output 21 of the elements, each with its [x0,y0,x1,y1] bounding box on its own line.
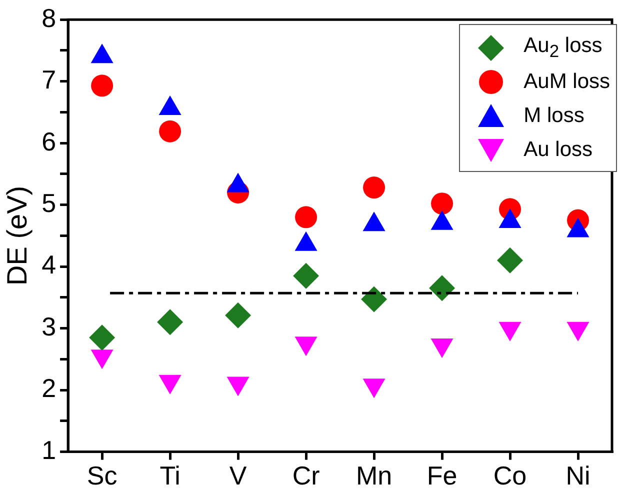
legend-label: Au loss [524,138,593,162]
x-tick-label: V [229,460,248,491]
x-tick-label: Co [493,460,527,491]
y-tick-label: 2 [42,373,56,404]
y-tick-label: 3 [42,311,56,342]
x-tick-label: Mn [356,460,392,491]
legend-label: AuM loss [524,70,610,94]
x-tick-label: Cr [292,460,320,491]
x-tick-label: Ti [160,460,180,491]
x-tick-label: Fe [426,460,458,491]
y-tick-label: 7 [42,64,56,95]
y-tick-label: 4 [42,250,56,280]
y-tick-label: 8 [42,2,56,33]
x-tick-label: Sc [86,460,118,491]
y-axis-title: DE (eV) [2,186,33,286]
legend-label: M loss [524,104,584,128]
y-tick-label: 1 [42,434,56,465]
x-tick-label: Ni [566,460,590,491]
legend-label: Au$_{2}$ loss [524,34,602,62]
y-tick-label: 5 [42,188,56,218]
y-tick-label: 6 [42,126,56,156]
